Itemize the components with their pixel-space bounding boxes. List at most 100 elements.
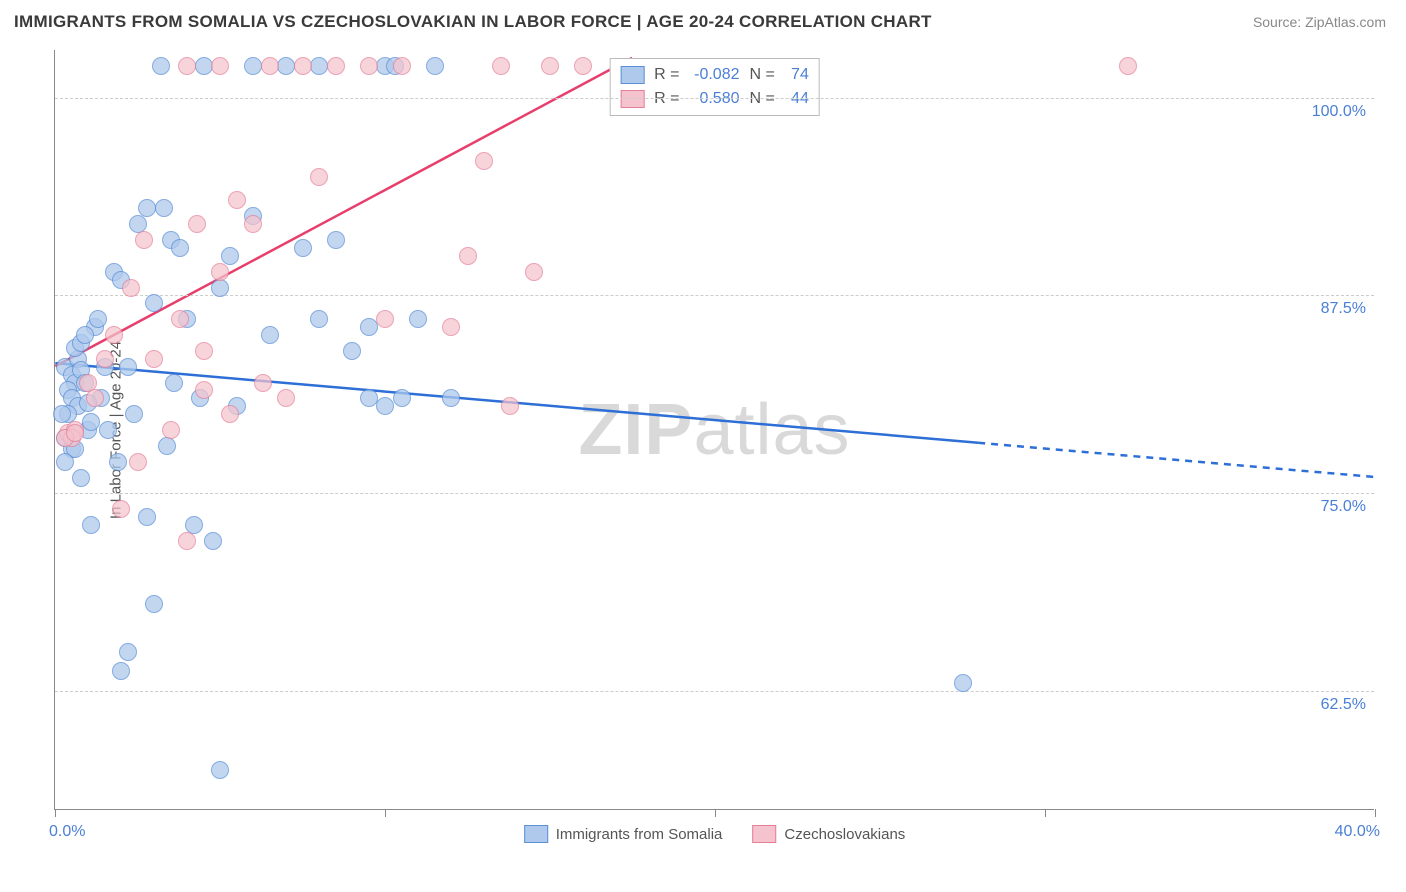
- legend-r-label: R =: [654, 87, 679, 111]
- scatter-point: [195, 57, 213, 75]
- scatter-point: [574, 57, 592, 75]
- scatter-point: [82, 516, 100, 534]
- scatter-point: [129, 453, 147, 471]
- x-tick: [1045, 809, 1046, 817]
- scatter-point: [76, 326, 94, 344]
- scatter-point: [277, 389, 295, 407]
- scatter-point: [195, 342, 213, 360]
- gridline: [55, 691, 1374, 692]
- scatter-point: [112, 662, 130, 680]
- scatter-point: [105, 326, 123, 344]
- plot-area: ZIPatlas In Labor Force | Age 20-24 R = …: [54, 50, 1374, 810]
- correlation-chart: ZIPatlas In Labor Force | Age 20-24 R = …: [14, 40, 1390, 875]
- trend-lines: [55, 50, 1374, 809]
- scatter-point: [56, 453, 74, 471]
- scatter-point: [135, 231, 153, 249]
- scatter-point: [475, 152, 493, 170]
- scatter-point: [165, 374, 183, 392]
- scatter-point: [145, 595, 163, 613]
- legend-swatch-series-1: [524, 825, 548, 843]
- legend-series: Immigrants from Somalia Czechoslovakians: [524, 825, 906, 843]
- scatter-point: [1119, 57, 1137, 75]
- gridline: [55, 98, 1374, 99]
- scatter-point: [277, 57, 295, 75]
- scatter-point: [119, 643, 137, 661]
- legend-n-label: N =: [750, 87, 775, 111]
- scatter-point: [66, 424, 84, 442]
- scatter-point: [211, 263, 229, 281]
- legend-item-1: Immigrants from Somalia: [524, 825, 723, 843]
- scatter-point: [360, 318, 378, 336]
- scatter-point: [211, 279, 229, 297]
- scatter-point: [72, 469, 90, 487]
- y-tick-label: 75.0%: [1321, 498, 1366, 516]
- scatter-point: [327, 57, 345, 75]
- scatter-point: [221, 405, 239, 423]
- scatter-point: [211, 57, 229, 75]
- scatter-point: [119, 358, 137, 376]
- legend-r-value-2: 0.580: [686, 87, 740, 111]
- scatter-point: [155, 199, 173, 217]
- scatter-point: [138, 199, 156, 217]
- scatter-point: [343, 342, 361, 360]
- scatter-point: [376, 397, 394, 415]
- legend-item-2: Czechoslovakians: [752, 825, 905, 843]
- scatter-point: [162, 421, 180, 439]
- scatter-point: [501, 397, 519, 415]
- scatter-point: [138, 508, 156, 526]
- scatter-point: [125, 405, 143, 423]
- scatter-point: [112, 500, 130, 518]
- y-tick-label: 100.0%: [1312, 103, 1366, 121]
- legend-r-label: R =: [654, 63, 679, 87]
- scatter-point: [82, 413, 100, 431]
- scatter-point: [525, 263, 543, 281]
- scatter-point: [393, 389, 411, 407]
- scatter-point: [541, 57, 559, 75]
- scatter-point: [254, 374, 272, 392]
- gridline: [55, 295, 1374, 296]
- x-tick: [385, 809, 386, 817]
- scatter-point: [145, 294, 163, 312]
- scatter-point: [99, 421, 117, 439]
- scatter-point: [171, 239, 189, 257]
- scatter-point: [261, 326, 279, 344]
- legend-swatch-series-1: [620, 66, 644, 84]
- scatter-point: [204, 532, 222, 550]
- scatter-point: [310, 57, 328, 75]
- scatter-point: [171, 310, 189, 328]
- scatter-point: [442, 389, 460, 407]
- legend-n-label: N =: [750, 63, 775, 87]
- scatter-point: [459, 247, 477, 265]
- y-tick-label: 87.5%: [1321, 300, 1366, 318]
- scatter-point: [954, 674, 972, 692]
- legend-stats-row-1: R = -0.082 N = 74: [620, 63, 809, 87]
- legend-stats-row-2: R = 0.580 N = 44: [620, 87, 809, 111]
- gridline: [55, 493, 1374, 494]
- legend-stats: R = -0.082 N = 74 R = 0.580 N = 44: [609, 58, 820, 116]
- scatter-point: [393, 57, 411, 75]
- scatter-point: [442, 318, 460, 336]
- scatter-point: [409, 310, 427, 328]
- x-tick: [55, 809, 56, 817]
- legend-n-value-1: 74: [781, 63, 809, 87]
- legend-swatch-series-2: [620, 90, 644, 108]
- scatter-point: [195, 381, 213, 399]
- x-axis-min-label: 0.0%: [49, 823, 85, 841]
- scatter-point: [122, 279, 140, 297]
- scatter-point: [360, 57, 378, 75]
- scatter-point: [211, 761, 229, 779]
- scatter-point: [426, 57, 444, 75]
- scatter-point: [376, 310, 394, 328]
- scatter-point: [178, 532, 196, 550]
- scatter-point: [221, 247, 239, 265]
- scatter-point: [492, 57, 510, 75]
- scatter-point: [360, 389, 378, 407]
- legend-series-2-label: Czechoslovakians: [784, 826, 905, 843]
- scatter-point: [310, 168, 328, 186]
- legend-series-1-label: Immigrants from Somalia: [556, 826, 723, 843]
- legend-swatch-series-2: [752, 825, 776, 843]
- scatter-point: [327, 231, 345, 249]
- scatter-point: [178, 57, 196, 75]
- scatter-point: [294, 239, 312, 257]
- scatter-point: [96, 350, 114, 368]
